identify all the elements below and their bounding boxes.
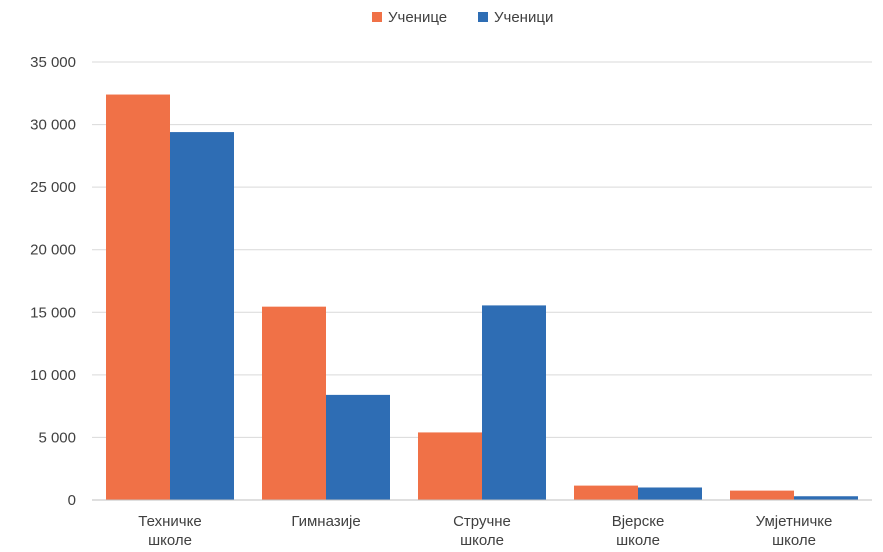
y-tick-label: 30 000 xyxy=(30,117,76,134)
x-tick-label: Умјетничке школе xyxy=(756,513,833,549)
bar-series-1 xyxy=(262,306,326,500)
legend: Ученице Ученици xyxy=(372,9,553,26)
legend-label: Ученици xyxy=(494,9,553,26)
y-tick-label: 25 000 xyxy=(30,179,76,196)
x-tick-label: Стручне школе xyxy=(453,513,511,549)
x-tick-label-line: Умјетничке xyxy=(756,513,833,530)
bar-series-2 xyxy=(638,487,702,500)
x-tick-label-line: Стручне xyxy=(453,513,511,530)
y-axis-ticks: 0 5 000 10 000 15 000 20 000 25 000 30 000 35 0… xyxy=(30,54,76,509)
x-tick-label-line: школе xyxy=(460,532,504,549)
bars xyxy=(106,94,858,500)
bar-series-1 xyxy=(418,432,482,500)
x-tick-label-line: школе xyxy=(616,532,660,549)
bar-series-2 xyxy=(794,496,858,500)
bar-series-2 xyxy=(326,394,390,500)
legend-swatch xyxy=(372,12,382,22)
y-tick-label: 0 xyxy=(68,492,76,509)
legend-swatch xyxy=(478,12,488,22)
bar-series-2 xyxy=(482,305,546,500)
y-tick-label: 15 000 xyxy=(30,304,76,321)
x-tick-label-line: Гимназије xyxy=(291,513,360,530)
bar-series-1 xyxy=(574,485,638,500)
x-tick-label-line: школе xyxy=(148,532,192,549)
bar-series-1 xyxy=(730,490,794,500)
x-tick-label: Вјерске школе xyxy=(612,513,665,549)
x-tick-label: Гимназије xyxy=(291,513,360,530)
x-tick-label-line: школе xyxy=(772,532,816,549)
x-tick-label-line: Вјерске xyxy=(612,513,665,530)
x-tick-label-line: Техничке xyxy=(138,513,201,530)
y-tick-label: 35 000 xyxy=(30,54,76,71)
y-tick-label: 10 000 xyxy=(30,367,76,384)
x-tick-label: Техничке школе xyxy=(138,513,201,549)
bar-series-1 xyxy=(106,94,170,500)
y-tick-label: 5 000 xyxy=(38,429,76,446)
legend-label: Ученице xyxy=(388,9,447,26)
bar-series-2 xyxy=(170,132,234,500)
y-tick-label: 20 000 xyxy=(30,242,76,259)
